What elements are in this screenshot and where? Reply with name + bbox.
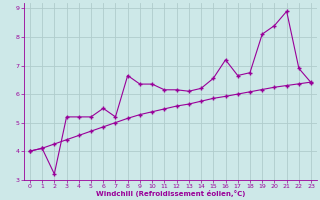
X-axis label: Windchill (Refroidissement éolien,°C): Windchill (Refroidissement éolien,°C) — [96, 190, 245, 197]
